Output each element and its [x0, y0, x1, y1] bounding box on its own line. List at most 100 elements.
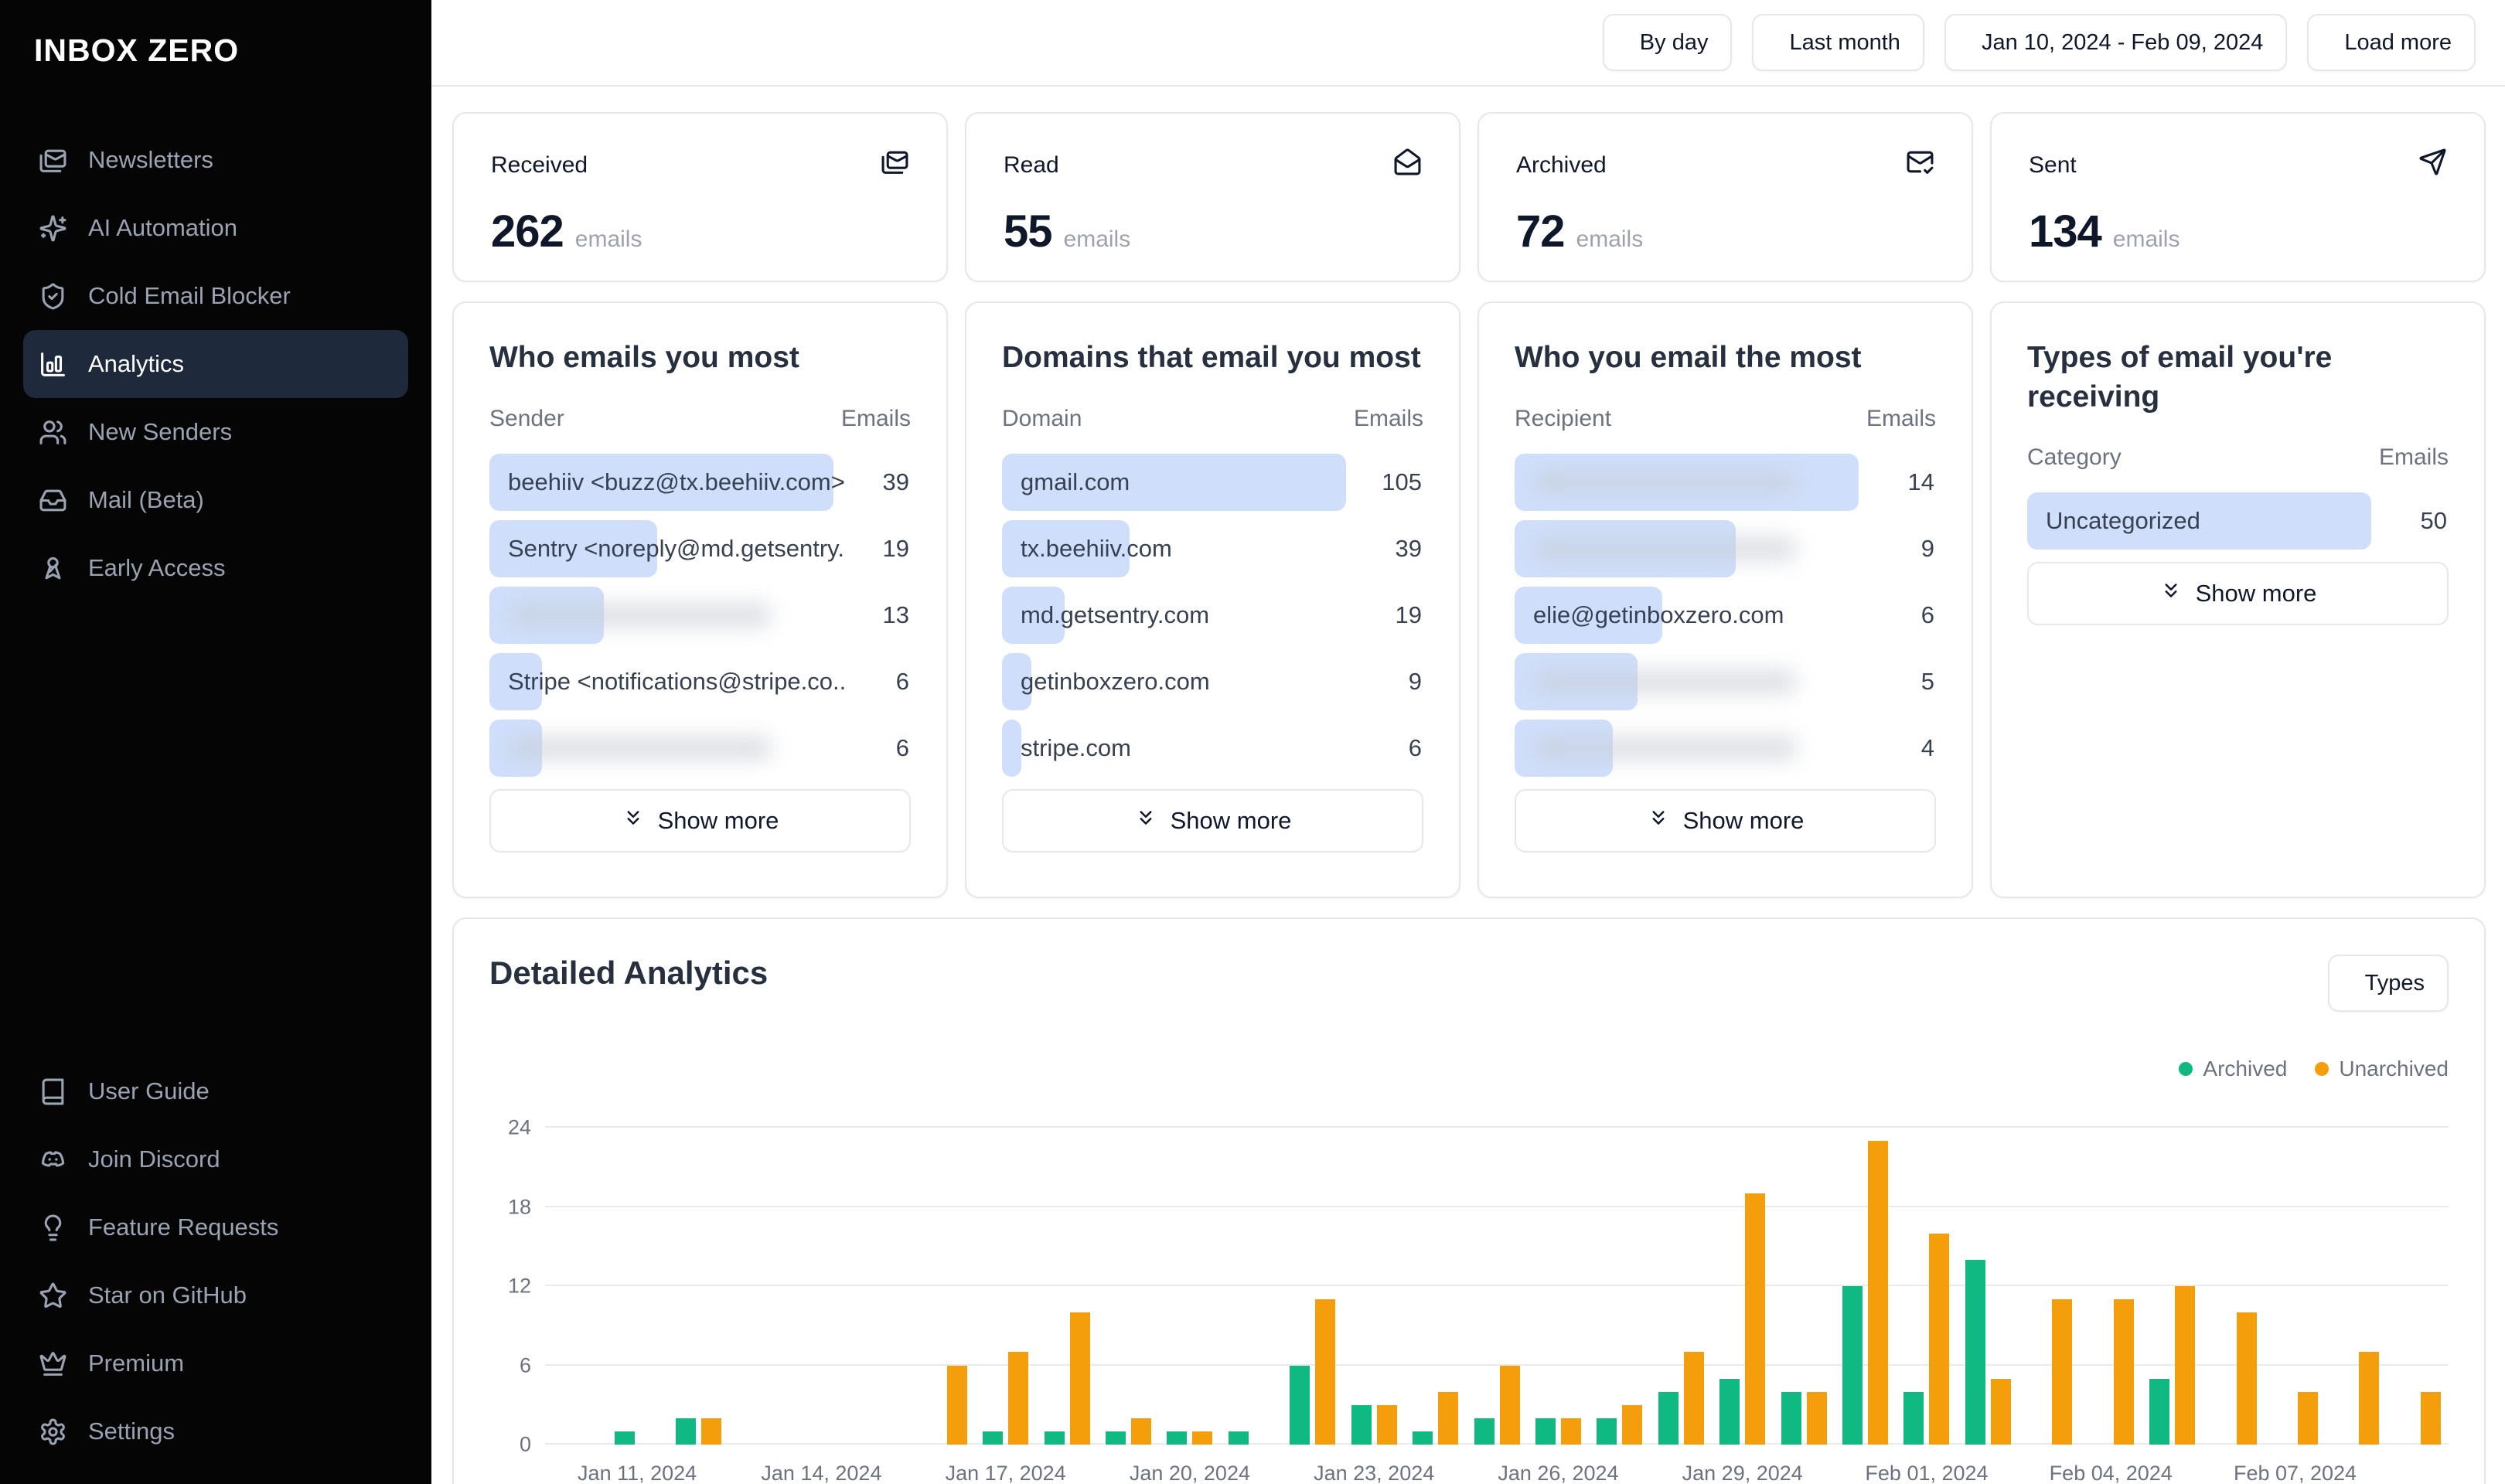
bar-unarchived-jan-26-2024[interactable] [1560, 1418, 1581, 1445]
mails-icon [881, 148, 909, 182]
bar-unarchived-jan-30-2024[interactable] [1806, 1391, 1827, 1445]
bar-unarchived-feb-05-2024[interactable] [2175, 1286, 2196, 1445]
load-more-button[interactable]: Load more [2307, 14, 2476, 71]
bar-archived-jan-17-2024[interactable] [983, 1431, 1004, 1445]
chart-x-axis: Jan 11, 2024 Jan 14, 2024 Jan 17, 2024 Jan … [545, 1445, 2449, 1484]
row-value: 50 [2420, 507, 2447, 535]
stat-value-row: 55 emails [1004, 206, 1422, 257]
sidebar-item-label: Analytics [88, 350, 185, 377]
row-value: 9 [1408, 667, 1422, 695]
bar-unarchived-jan-31-2024[interactable] [1868, 1141, 1889, 1445]
group-by-day-button[interactable]: By day [1602, 14, 1733, 71]
row-value: 6 [1920, 601, 1934, 628]
show-more-button[interactable]: Show more [2027, 562, 2449, 626]
bar-archived-jan-26-2024[interactable] [1535, 1418, 1556, 1445]
column-header-emails: Emails [1866, 405, 1936, 431]
sidebar-item-label: Early Access [88, 554, 226, 581]
sidebar-item-join-discord[interactable]: Join Discord [23, 1125, 408, 1193]
shield-check-icon [39, 282, 67, 311]
show-more-label: Show more [657, 806, 779, 834]
sidebar-item-star-on-github[interactable]: Star on GitHub [23, 1261, 408, 1329]
sidebar-item-label: Feature Requests [88, 1213, 279, 1241]
legend-dot [2315, 1062, 2329, 1076]
bar-unarchived-feb-01-2024[interactable] [1929, 1233, 1950, 1445]
list-rows: Uncategorized 50 [2027, 483, 2449, 550]
table-row: beehiiv <buzz@tx.beehiiv.com> 39 [489, 453, 911, 511]
x-axis-slot [1036, 1445, 1097, 1484]
bar-archived-jan-25-2024[interactable] [1474, 1418, 1494, 1445]
bars-layer [545, 1128, 2449, 1445]
sidebar-item-feature-requests[interactable]: Feature Requests [23, 1193, 408, 1261]
date-range-button[interactable]: Jan 10, 2024 - Feb 09, 2024 [1944, 14, 2288, 71]
day-group-jan-11-2024 [606, 1128, 667, 1445]
bar-unarchived-feb-09-2024[interactable] [2420, 1391, 2441, 1445]
show-more-button[interactable]: Show more [1515, 788, 1936, 853]
bar-unarchived-jan-12-2024[interactable] [701, 1418, 722, 1445]
bar-unarchived-jan-19-2024[interactable] [1131, 1418, 1151, 1445]
bar-unarchived-feb-02-2024[interactable] [1990, 1378, 2011, 1445]
bar-archived-feb-02-2024[interactable] [1965, 1259, 1985, 1445]
sidebar-item-analytics[interactable]: Analytics [23, 330, 408, 398]
sidebar-item-premium[interactable]: Premium [23, 1329, 408, 1397]
list-column-headers: Sender Emails [489, 406, 911, 432]
show-more-button[interactable]: Show more [1002, 788, 1423, 853]
detailed-analytics-title: Detailed Analytics [489, 955, 769, 991]
bar-unarchived-jan-23-2024[interactable] [1376, 1404, 1397, 1445]
bar-archived-jan-19-2024[interactable] [1106, 1431, 1126, 1445]
types-filter-button[interactable]: Types [2327, 955, 2449, 1012]
sidebar-item-settings[interactable]: Settings [23, 1397, 408, 1465]
day-group-jan-15-2024 [852, 1128, 913, 1445]
bar-archived-jan-23-2024[interactable] [1351, 1404, 1372, 1445]
bar-archived-jan-30-2024[interactable] [1781, 1391, 1801, 1445]
bar-unarchived-jan-29-2024[interactable] [1745, 1193, 1766, 1445]
bar-archived-jan-22-2024[interactable] [1290, 1365, 1310, 1445]
bar-archived-jan-20-2024[interactable] [1167, 1431, 1188, 1445]
bar-archived-jan-12-2024[interactable] [676, 1418, 697, 1445]
bar-archived-jan-24-2024[interactable] [1413, 1431, 1433, 1445]
ribbon-icon [39, 554, 67, 583]
sidebar-item-user-guide[interactable]: User Guide [23, 1057, 408, 1125]
app-logo: INBOX ZERO [34, 32, 240, 68]
bar-unarchived-jan-16-2024[interactable] [946, 1365, 967, 1445]
bar-archived-jan-11-2024[interactable] [614, 1431, 635, 1445]
bar-unarchived-jan-25-2024[interactable] [1499, 1365, 1520, 1445]
period-last-month-button[interactable]: Last month [1752, 14, 1924, 71]
y-axis-tick-label: 6 [519, 1353, 531, 1377]
bar-unarchived-feb-03-2024[interactable] [2052, 1299, 2073, 1445]
row-value: 9 [1920, 534, 1934, 562]
bar-archived-jan-29-2024[interactable] [1719, 1378, 1740, 1445]
sidebar-item-new-senders[interactable]: New Senders [23, 398, 408, 466]
bar-archived-jan-31-2024[interactable] [1842, 1286, 1863, 1445]
show-more-button[interactable]: Show more [489, 788, 911, 853]
bar-unarchived-jan-20-2024[interactable] [1192, 1431, 1213, 1445]
bar-unarchived-feb-08-2024[interactable] [2359, 1352, 2380, 1445]
bar-unarchived-feb-06-2024[interactable] [2236, 1312, 2257, 1445]
bar-unarchived-feb-07-2024[interactable] [2298, 1391, 2319, 1445]
bar-unarchived-jan-17-2024[interactable] [1008, 1352, 1029, 1445]
x-axis-slot [2326, 1445, 2387, 1484]
day-group-jan-22-2024 [1282, 1128, 1343, 1445]
sidebar-item-early-access[interactable]: Early Access [23, 534, 408, 602]
bar-archived-jan-27-2024[interactable] [1597, 1418, 1617, 1445]
sidebar-item-cold-email-blocker[interactable]: Cold Email Blocker [23, 262, 408, 330]
sidebar-item-newsletters[interactable]: Newsletters [23, 126, 408, 194]
x-axis-slot [852, 1445, 913, 1484]
bar-unarchived-jan-24-2024[interactable] [1438, 1391, 1459, 1445]
bar-unarchived-jan-18-2024[interactable] [1069, 1312, 1090, 1445]
bar-archived-feb-01-2024[interactable] [1903, 1391, 1924, 1445]
bar-archived-jan-18-2024[interactable] [1044, 1431, 1065, 1445]
bar-unarchived-jan-27-2024[interactable] [1622, 1404, 1643, 1445]
bar-archived-jan-21-2024[interactable] [1228, 1431, 1249, 1445]
day-group-jan-14-2024 [791, 1128, 852, 1445]
bar-unarchived-jan-28-2024[interactable] [1683, 1352, 1704, 1445]
lightbulb-icon [39, 1213, 67, 1242]
sidebar-item-ai-automation[interactable]: AI Automation [23, 194, 408, 262]
bar-archived-feb-05-2024[interactable] [2149, 1378, 2170, 1445]
row-value-bar [489, 652, 543, 710]
row-value-bar [489, 519, 657, 577]
bar-archived-jan-28-2024[interactable] [1658, 1391, 1679, 1445]
sidebar-item-mail-beta[interactable]: Mail (Beta) [23, 466, 408, 534]
bar-unarchived-feb-04-2024[interactable] [2113, 1299, 2134, 1445]
detailed-analytics-header: Detailed Analytics Types [489, 955, 2449, 1012]
bar-unarchived-jan-22-2024[interactable] [1315, 1299, 1336, 1445]
